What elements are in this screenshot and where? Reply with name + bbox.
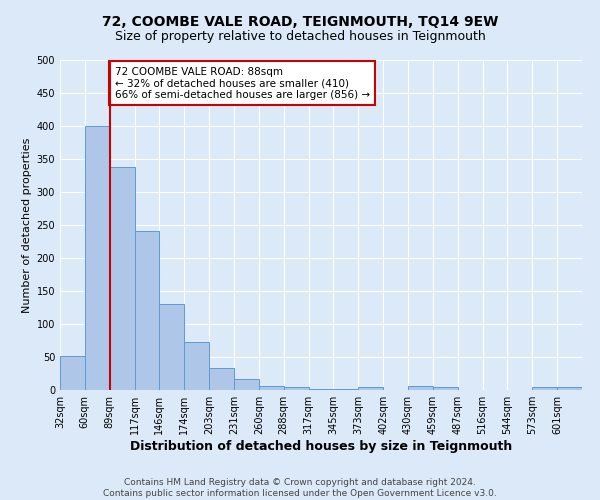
Bar: [134, 231, 160, 390]
X-axis label: Distribution of detached houses by size in Teignmouth: Distribution of detached houses by size …: [130, 440, 512, 453]
Bar: [234, 380, 259, 390]
Y-axis label: Number of detached properties: Number of detached properties: [22, 138, 32, 312]
Bar: [209, 368, 234, 390]
Text: 72, COOMBE VALE ROAD, TEIGNMOUTH, TQ14 9EW: 72, COOMBE VALE ROAD, TEIGNMOUTH, TQ14 9…: [102, 15, 498, 29]
Bar: [184, 342, 209, 390]
Bar: [308, 388, 334, 390]
Bar: [358, 388, 383, 390]
Text: Size of property relative to detached houses in Teignmouth: Size of property relative to detached ho…: [115, 30, 485, 43]
Bar: [60, 356, 85, 390]
Text: 72 COOMBE VALE ROAD: 88sqm
← 32% of detached houses are smaller (410)
66% of sem: 72 COOMBE VALE ROAD: 88sqm ← 32% of deta…: [115, 66, 370, 100]
Bar: [532, 388, 557, 390]
Bar: [85, 126, 110, 390]
Bar: [110, 167, 134, 390]
Bar: [259, 386, 284, 390]
Bar: [408, 386, 433, 390]
Bar: [433, 386, 458, 390]
Bar: [160, 304, 184, 390]
Bar: [334, 388, 358, 390]
Bar: [557, 388, 582, 390]
Bar: [284, 386, 308, 390]
Text: Contains HM Land Registry data © Crown copyright and database right 2024.
Contai: Contains HM Land Registry data © Crown c…: [103, 478, 497, 498]
